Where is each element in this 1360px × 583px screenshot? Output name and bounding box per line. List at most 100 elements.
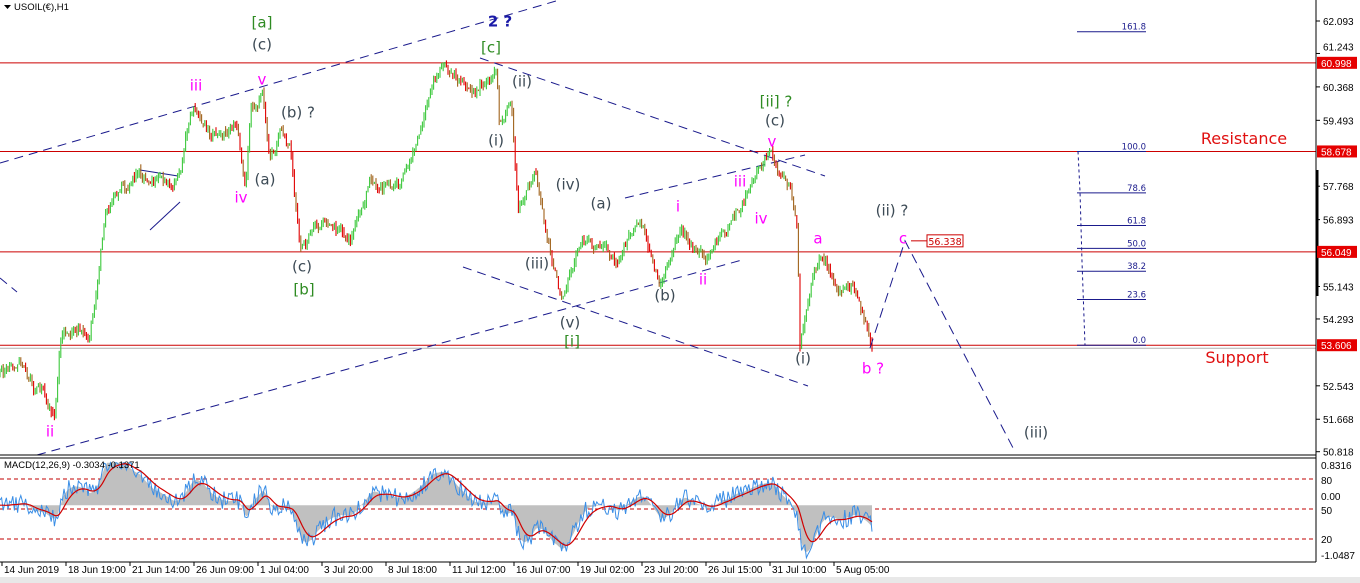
wave-label: v bbox=[768, 133, 777, 151]
x-tick-label: 1 Jul 04:00 bbox=[260, 565, 309, 576]
wave-label: ii bbox=[699, 271, 707, 289]
target-price-box bbox=[926, 234, 964, 248]
wave-label: iii bbox=[734, 173, 747, 191]
wave-label: [c] bbox=[481, 39, 501, 57]
x-tick-label: 8 Jul 18:00 bbox=[388, 565, 437, 576]
fib-level-label: 161.8 bbox=[1122, 23, 1146, 33]
y-tick-label: 54.293 bbox=[1323, 315, 1354, 326]
y-tick-label: 62.093 bbox=[1323, 17, 1354, 28]
fib-trend-line bbox=[1077, 151, 1086, 346]
wave-label: iii bbox=[190, 77, 203, 95]
price-level-badge bbox=[1317, 339, 1357, 352]
x-tick-label: 16 Jul 07:00 bbox=[516, 565, 571, 576]
wave-label: (iii) bbox=[525, 255, 549, 273]
wave-label: (c) bbox=[765, 112, 785, 130]
trendline bbox=[149, 201, 181, 231]
wave-label: [b] bbox=[293, 281, 314, 299]
wave-label: (c) bbox=[252, 36, 272, 54]
wave-labels: [a](c)2 ?[c]iii v(b) ?(a)iv(ii)(i)(iv)(a)… bbox=[46, 13, 1048, 442]
trendline bbox=[139, 169, 179, 177]
price-level-badge bbox=[1317, 56, 1357, 69]
macd-y-tick-label: 0.00 bbox=[1321, 492, 1341, 503]
fib-level-label: 100.0 bbox=[1122, 142, 1146, 152]
wave-label: [a] bbox=[252, 14, 273, 32]
macd-y-tick-label: 80 bbox=[1321, 476, 1333, 487]
macd-signal-line bbox=[0, 463, 873, 547]
wave-label: iv bbox=[754, 210, 767, 228]
x-tick-label: 5 Aug 05:00 bbox=[836, 565, 890, 576]
trendline bbox=[624, 154, 806, 199]
wave-label: (iii) bbox=[1024, 424, 1048, 442]
wave-label: [i] bbox=[564, 333, 580, 351]
fib-level-label: 78.6 bbox=[1127, 184, 1146, 194]
wave-label: (i) bbox=[488, 132, 504, 150]
trendline bbox=[0, 0, 562, 164]
fibonacci-retracement: 161.8 100.0 78.6 61.8 50.0 38.2 23.6 0.0 bbox=[1077, 23, 1146, 346]
symbol-title: USOIL(€),H1 bbox=[14, 2, 69, 13]
wave-label: ii bbox=[46, 423, 54, 441]
x-tick-label: 31 Jul 10:00 bbox=[772, 565, 827, 576]
trendlines bbox=[0, 0, 826, 456]
wave-label: [ii] ? bbox=[760, 93, 793, 111]
wave-label: b ? bbox=[862, 360, 884, 378]
price-level-badge bbox=[1317, 145, 1357, 158]
macd-header: MACD(12,26,9) -0.3034 -0.1371 bbox=[4, 460, 140, 471]
wave-label: (b) ? bbox=[281, 104, 315, 122]
trendline bbox=[0, 277, 18, 293]
wave-label: (iv) bbox=[556, 176, 581, 194]
support-label: Support bbox=[1205, 348, 1268, 367]
target-price-label: 56.338 bbox=[928, 237, 961, 248]
fib-level-label: 0.0 bbox=[1132, 336, 1146, 346]
trendline bbox=[462, 266, 809, 387]
wave-label: (ii) bbox=[512, 73, 532, 91]
x-tick-label: 19 Jul 02:00 bbox=[580, 565, 635, 576]
x-tick-label: 21 Jun 14:00 bbox=[132, 565, 190, 576]
macd-panel bbox=[0, 461, 1316, 560]
symbol-header: USOIL(€),H1 bbox=[4, 2, 69, 13]
dropdown-triangle-icon[interactable] bbox=[4, 5, 11, 9]
trendline bbox=[36, 259, 743, 456]
price-level-badge bbox=[1317, 245, 1357, 258]
wave-label: (a) bbox=[255, 171, 276, 189]
fib-level-label: 50.0 bbox=[1127, 239, 1146, 249]
macd-y-tick-label: 20 bbox=[1321, 535, 1333, 546]
price-level-label: 58.678 bbox=[1321, 147, 1352, 158]
macd-y-tick-label: 50 bbox=[1321, 506, 1333, 517]
y-tick-label: 56.893 bbox=[1323, 216, 1354, 227]
wave-label: iv bbox=[234, 189, 247, 207]
x-tick-label: 26 Jun 09:00 bbox=[196, 565, 254, 576]
wave-label: c bbox=[899, 230, 907, 248]
projection-line bbox=[869, 239, 1016, 452]
y-tick-label: 60.368 bbox=[1323, 83, 1354, 94]
macd-y-tick-label: 0.8316 bbox=[1321, 461, 1352, 472]
wave-label: 2 ? bbox=[488, 13, 512, 31]
y-tick-label: 57.768 bbox=[1323, 182, 1354, 193]
price-level-label: 56.049 bbox=[1321, 248, 1352, 259]
wave-label: (ii) ? bbox=[876, 202, 909, 220]
y-tick-label: 61.243 bbox=[1323, 42, 1354, 53]
y-tick-label: 51.668 bbox=[1323, 415, 1354, 426]
y-tick-label: 50.818 bbox=[1323, 448, 1354, 459]
x-tick-label: 26 Jul 15:00 bbox=[708, 565, 763, 576]
horizontal-levels: Resistance Support bbox=[0, 62, 1316, 367]
x-tick-label: 23 Jul 20:00 bbox=[644, 565, 699, 576]
resistance-label: Resistance bbox=[1201, 129, 1287, 148]
wave-label: v bbox=[258, 71, 267, 89]
wave-label: a bbox=[813, 230, 822, 248]
y-tick-label: 59.493 bbox=[1323, 116, 1354, 127]
x-tick-label: 18 Jun 19:00 bbox=[68, 565, 126, 576]
wave-label: (i) bbox=[795, 350, 811, 368]
wave-label: (b) bbox=[654, 287, 675, 305]
wave-label: (c) bbox=[292, 258, 312, 276]
fib-level-label: 61.8 bbox=[1127, 216, 1146, 226]
y-tick-label: 52.543 bbox=[1323, 382, 1354, 393]
wave-label: i bbox=[676, 198, 680, 216]
price-level-label: 60.998 bbox=[1321, 59, 1352, 70]
projection-path: 56.338 bbox=[869, 234, 1016, 452]
x-tick-label: 3 Jul 20:00 bbox=[324, 565, 373, 576]
x-tick-label: 14 Jun 2019 bbox=[4, 565, 59, 576]
fib-level-label: 23.6 bbox=[1127, 290, 1146, 300]
fib-level-label: 38.2 bbox=[1127, 262, 1146, 272]
